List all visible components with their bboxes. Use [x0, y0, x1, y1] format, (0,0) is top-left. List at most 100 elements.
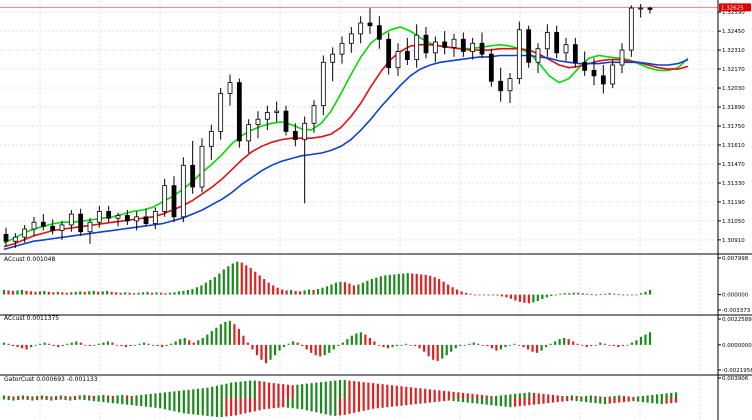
gator-oscillator-pane[interactable]: GatorCust 0.000693 -0.001133 0.003906 [2, 376, 749, 417]
candle-bullish [432, 41, 438, 54]
ac-oscillator-pane-1[interactable]: ACcust 0.001048 0.007998 0.000000 -0.00337… [2, 256, 751, 314]
gator-upper-bar [376, 383, 379, 398]
ac2-bar [535, 344, 539, 353]
ac1-bar [361, 282, 364, 295]
gator-lower-bar [282, 398, 285, 408]
ac2-bar [39, 343, 42, 345]
candle-bullish [628, 7, 634, 51]
gator-lower-bar [234, 398, 237, 416]
ac2-bar [585, 344, 588, 348]
ac1-bar [137, 292, 140, 295]
gator-lower-bar [400, 398, 403, 406]
gator-upper-bar [537, 393, 540, 398]
gator-lower-bar [31, 398, 34, 401]
gator-lower-bar [381, 398, 384, 408]
gator-upper-bar [457, 392, 460, 398]
gator-lower-bar [239, 398, 242, 415]
ac1-bar [630, 294, 634, 296]
gator-upper-bar [386, 384, 389, 398]
price-tick-label: 1.31750 [722, 124, 745, 130]
ac2-bar [2, 342, 6, 345]
ac2-bar [549, 343, 552, 345]
ac1-bar [438, 279, 441, 295]
ac1-bar [339, 281, 342, 295]
ac2-bar [11, 344, 15, 347]
ac2-bar [57, 344, 60, 348]
gator-upper-bar [570, 395, 573, 398]
ac1-bar [514, 294, 517, 301]
ac1-bar [545, 294, 548, 298]
ac2-bar [16, 344, 19, 348]
ac2-bar [436, 344, 439, 361]
ac1-bar [482, 294, 486, 296]
ac1-bar [509, 294, 513, 299]
gator-lower-bar [348, 398, 351, 414]
ac1-bar [52, 292, 55, 295]
gator-upper-bar [409, 387, 413, 398]
ac1-bar [222, 269, 225, 295]
gator-lower-bar [353, 398, 356, 413]
gator-lower-bar [196, 398, 200, 415]
candle-bearish [106, 210, 112, 219]
ac2-bar [246, 342, 250, 345]
gator-lower-bar [54, 398, 58, 401]
ac2-bar [377, 344, 381, 346]
gator-lower-bar [424, 398, 427, 404]
gator-upper-bar [177, 390, 181, 398]
ac2-bar [328, 344, 331, 353]
ac2-bar [481, 344, 484, 346]
gator-upper-bar [580, 396, 583, 398]
ac2-bar [260, 344, 263, 360]
gator-lower-bar [395, 398, 398, 407]
ac2-bar [558, 339, 561, 345]
ac1-bar [267, 282, 270, 295]
candle-bullish [563, 44, 569, 54]
gator-lower-bar [447, 398, 450, 401]
ac2-bar [287, 343, 290, 345]
gator-lower-bar [386, 398, 389, 408]
ac2-bar [106, 341, 110, 345]
ac1-bar [56, 291, 59, 295]
gator-upper-bar [50, 396, 53, 398]
gator-lower-bar [409, 398, 413, 405]
ac2-bar [282, 344, 286, 348]
ac2-bar [450, 344, 453, 352]
gator-upper-bar [523, 392, 526, 398]
gator-lower-bar [646, 398, 649, 403]
ac2-bar [386, 344, 390, 349]
gator-upper-bar [329, 381, 332, 398]
ac2-bar [61, 344, 64, 347]
gator-upper-bar [310, 383, 313, 398]
ac1-bar [568, 293, 571, 295]
gator-upper-bar [154, 393, 157, 398]
gator-upper-bar [225, 383, 228, 398]
candle-bullish [339, 42, 345, 55]
ac2-bar [25, 344, 28, 350]
ac1-bar [11, 290, 15, 295]
gator-lower-bar [26, 398, 29, 401]
ac2-bar [84, 344, 87, 346]
ac1-bar [88, 291, 91, 295]
gator-upper-bar [589, 395, 592, 398]
gator-upper-bar [532, 392, 536, 398]
gator-lower-bar [547, 398, 550, 404]
candle-bullish [451, 38, 457, 48]
gator-lower-bar [78, 398, 81, 400]
ac2-bar [572, 341, 575, 345]
gator-lower-bar [168, 398, 171, 411]
ac1-bar [213, 277, 216, 295]
gator-upper-bar [277, 383, 280, 398]
ac2-bar [522, 344, 525, 348]
gator-upper-bar [542, 393, 545, 398]
gator-upper-bar [26, 395, 29, 398]
price-pane[interactable]: 1.32590 1.32450 1.32310 1.32170 1.32030 1.318… [3, 3, 751, 251]
candle-bearish [236, 82, 242, 142]
ac2-bar [43, 342, 46, 345]
gator-upper-bar [381, 384, 384, 398]
ac2-bar [188, 340, 191, 345]
gator-upper-bar [163, 392, 167, 398]
ac-oscillator-pane-2[interactable]: ACcust 0.0011375 0.0022589 0.0000000 -0.00… [2, 315, 752, 374]
ac1-bar [245, 265, 248, 295]
ac1-bar [92, 290, 95, 295]
gator-upper-bar [125, 395, 129, 398]
